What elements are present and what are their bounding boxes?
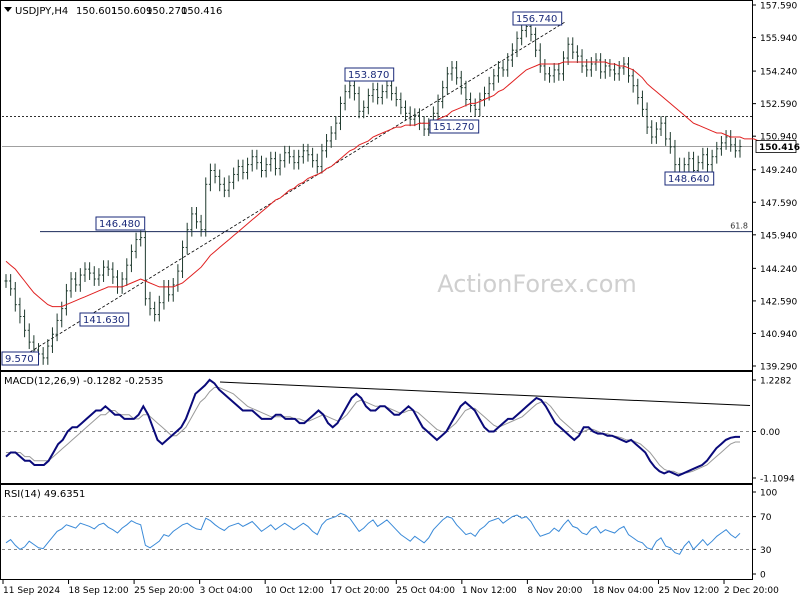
price-annotation-label: 9.570: [5, 354, 34, 365]
rsi-y-tick-label: 100: [760, 489, 777, 499]
moving-average-line: [5, 61, 759, 308]
x-tick-label: 25 Oct 04:00: [396, 586, 455, 596]
price-annotation-label: 153.870: [348, 70, 389, 81]
price-layer: 61.8 9.570 141.630 146.480 153.870 151.270 156…: [1, 11, 759, 366]
rsi-label: RSI(14) 49.6351: [4, 489, 85, 500]
watermark-text: ActionForex.com: [437, 270, 637, 298]
macd-y-tick-label: 1.2282: [760, 377, 792, 387]
macd-line: [5, 378, 740, 477]
x-tick-label: 18 Nov 04:00: [593, 586, 654, 596]
low-value: 150.270: [146, 6, 187, 17]
macd-y-tick-label: -1.1094: [760, 475, 795, 485]
price-y-tick-label: 144.240: [760, 265, 797, 275]
price-y-tick-label: 142.590: [760, 297, 797, 307]
open-value: 150.601: [76, 6, 117, 17]
price-annotation-box: [95, 216, 146, 231]
price-annotation-label: 151.270: [433, 122, 474, 133]
price-y-tick-label: 149.240: [760, 166, 797, 176]
close-value: 150.416: [181, 6, 222, 17]
high-value: 150.609: [111, 6, 152, 17]
price-panel-frame: [0, 0, 753, 371]
x-tick-label: 25 Nov 12:00: [658, 586, 719, 596]
rsi-y-tick-label: 70: [760, 513, 772, 523]
price-annotation-label: 146.480: [99, 219, 140, 230]
price-y-tick-label: 145.940: [760, 231, 797, 241]
price-annotation-box: [512, 11, 563, 26]
rsi-y-tick-label: 0: [760, 571, 766, 581]
price-y-tick-label: 139.290: [760, 363, 797, 373]
price-annotation-box: [79, 312, 130, 327]
macd-y-tick-label: 0.00: [760, 428, 780, 438]
price-annotation-label: 156.740: [516, 14, 557, 25]
price-annotation-label: 141.630: [83, 315, 124, 326]
symbol-label: USDJPY,H4: [15, 6, 68, 17]
level-label-1: 61.8: [730, 222, 748, 231]
macd-signal-line: [6, 387, 740, 474]
rsi-layer: [2, 512, 752, 555]
x-tick-label: 18 Sep 12:00: [69, 586, 129, 596]
rsi-panel-frame: [0, 484, 753, 580]
price-y-tick-label: 140.940: [760, 330, 797, 340]
price-annotation-box: [429, 119, 480, 134]
current-price-tag: [755, 140, 797, 153]
rsi-line: [5, 512, 741, 555]
x-tick-label: 11 Sep 2024: [3, 586, 60, 596]
x-tick-label: 10 Oct 12:00: [265, 586, 324, 596]
price-annotation-box: [1, 351, 39, 366]
x-tick-label: 1 Nov 12:00: [462, 586, 517, 596]
x-tick-label: 8 Nov 20:00: [527, 586, 582, 596]
price-annotation-box: [664, 171, 715, 186]
x-tick-label: 3 Oct 04:00: [200, 586, 253, 596]
price-y-tick-label: 155.940: [760, 34, 797, 44]
price-y-tick-label: 154.240: [760, 68, 797, 78]
macd-trendline: [219, 381, 751, 406]
current-price-tag-label: 150.416: [759, 143, 800, 153]
macd-layer: [2, 378, 752, 477]
macd-panel-frame: [0, 371, 753, 484]
x-tick-label: 2 Dec 20:00: [724, 586, 779, 596]
macd-label: MACD(12,26,9) -0.1282 -0.2535: [4, 376, 164, 387]
price-y-tick-label: 150.940: [760, 133, 797, 143]
x-tick-label: 25 Sep 20:00: [134, 586, 194, 596]
collapse-triangle-icon[interactable]: [4, 7, 12, 12]
price-y-tick-label: 152.590: [760, 100, 797, 110]
price-y-tick-label: 147.590: [760, 199, 797, 209]
price-y-tick-label: 157.590: [760, 2, 797, 12]
x-tick-label: 17 Oct 20:00: [331, 586, 390, 596]
price-annotation-box: [344, 67, 395, 82]
rsi-y-tick-label: 30: [760, 546, 772, 556]
symbol-header: USDJPY,H4 150.601 150.609 150.270 150.41…: [4, 6, 222, 17]
price-annotation-label: 148.640: [668, 174, 709, 185]
